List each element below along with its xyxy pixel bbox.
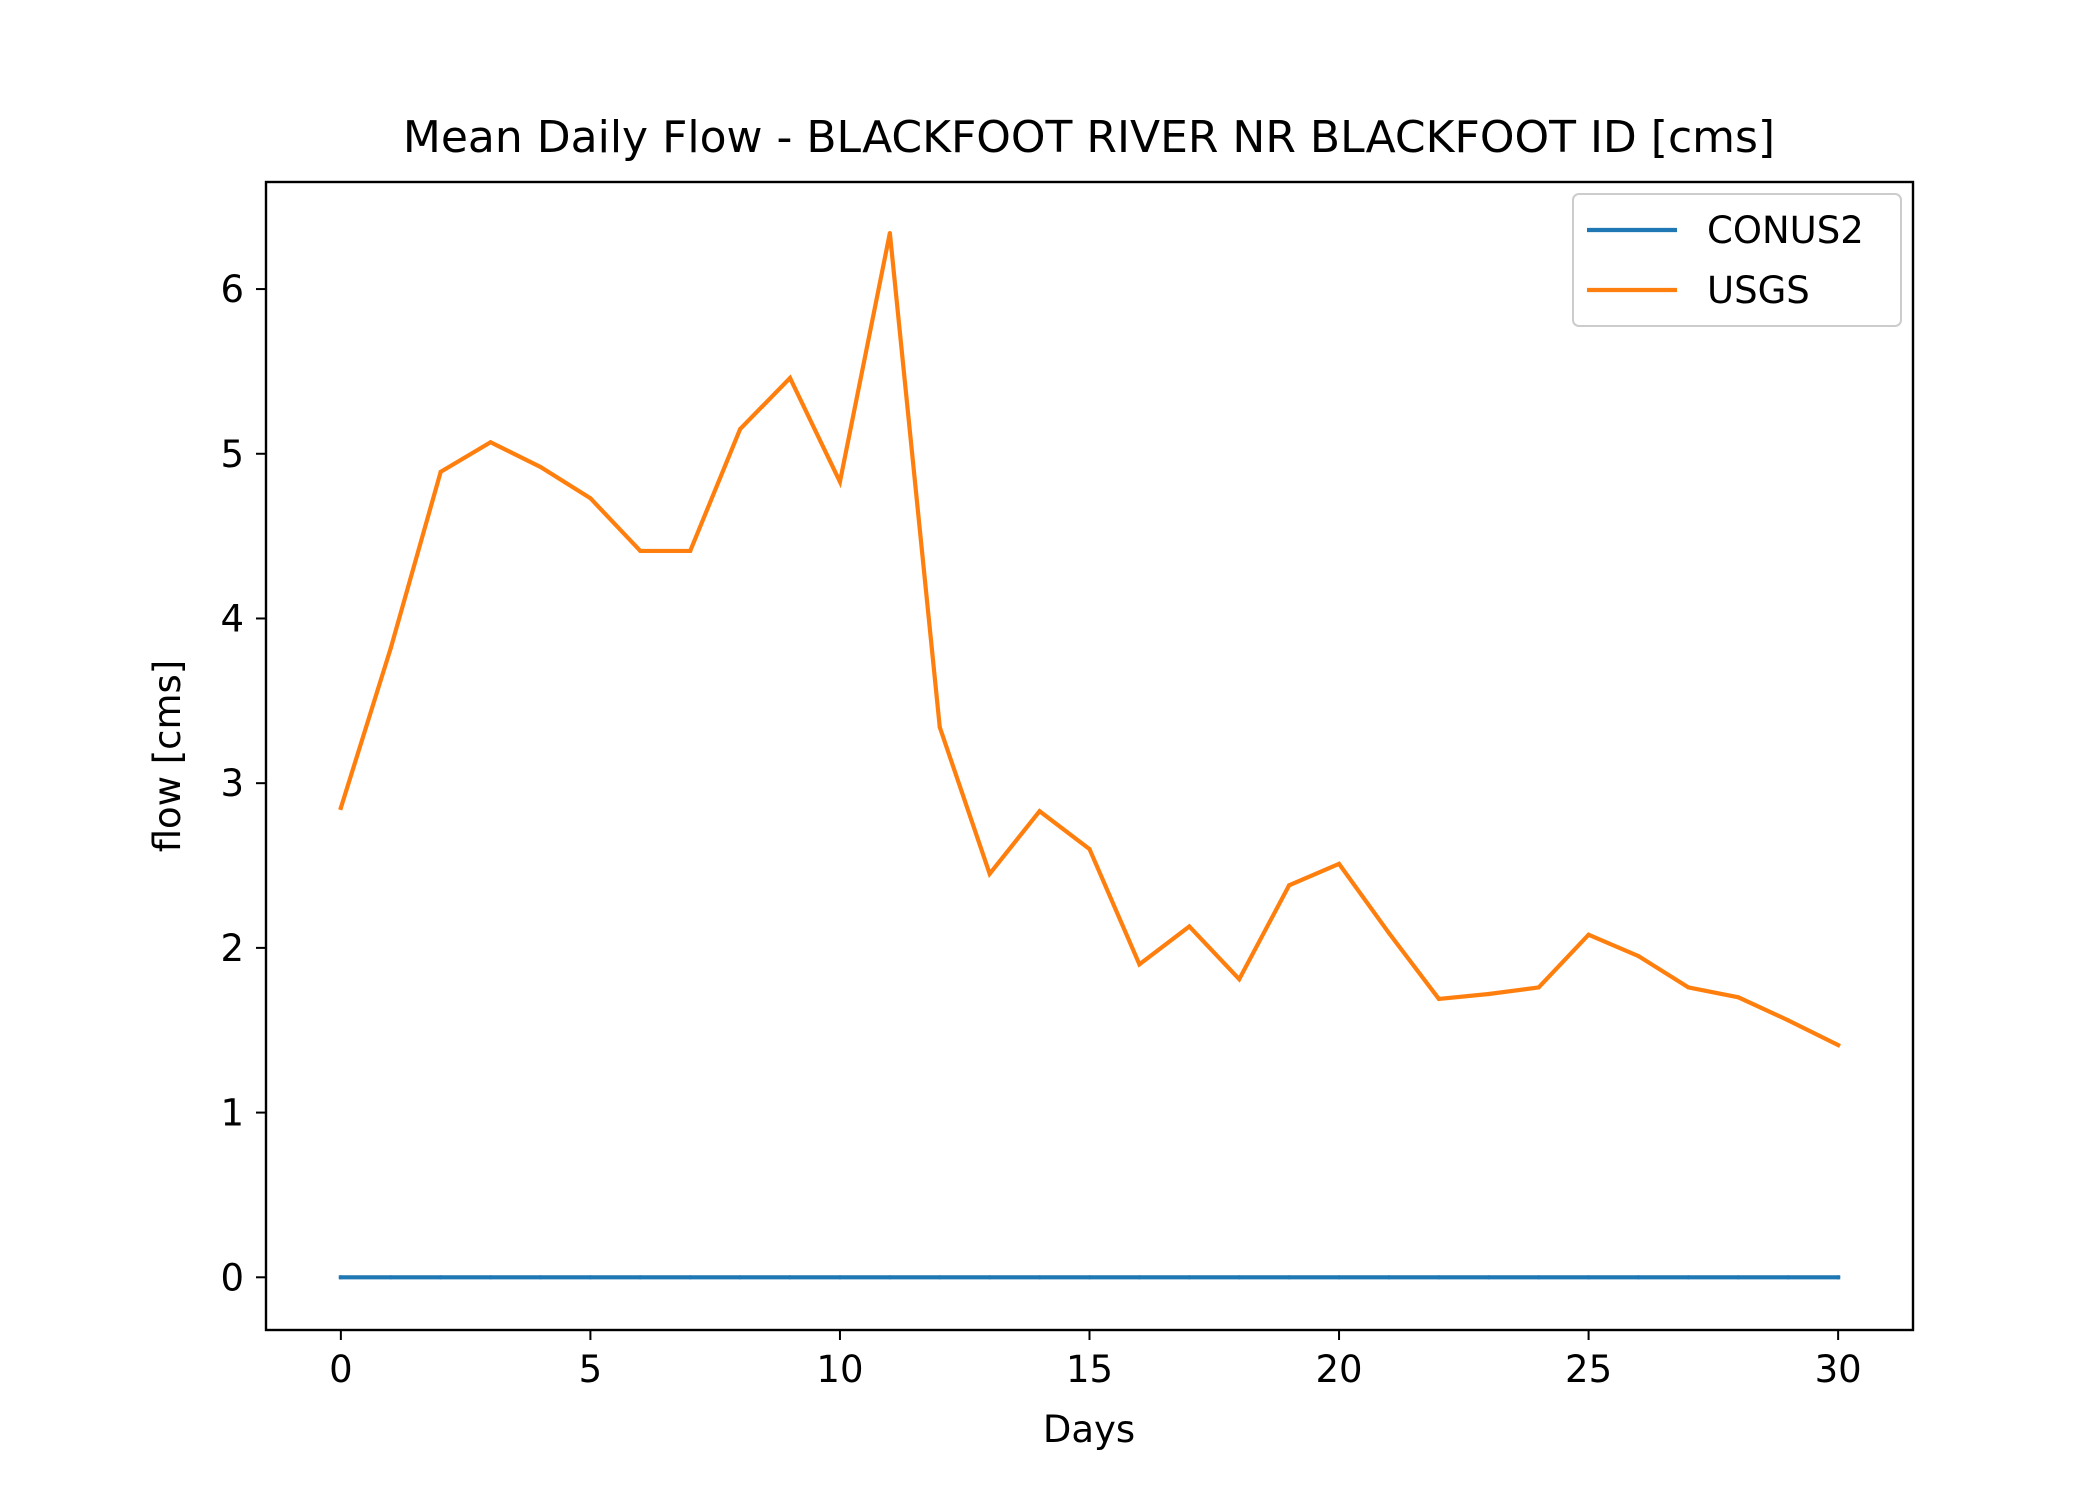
data-point-usgs xyxy=(1137,962,1142,967)
data-point-conus2 xyxy=(1237,1275,1242,1280)
data-point-conus2 xyxy=(438,1275,443,1280)
data-point-usgs xyxy=(1836,1042,1841,1048)
data-point-usgs xyxy=(1037,809,1042,814)
data-point-usgs xyxy=(1287,883,1292,888)
data-point-conus2 xyxy=(937,1275,942,1280)
x-tick-label: 30 xyxy=(1815,1348,1862,1391)
data-point-usgs xyxy=(1736,995,1741,1000)
data-point-conus2 xyxy=(1836,1275,1841,1280)
data-point-conus2 xyxy=(488,1275,493,1280)
data-point-conus2 xyxy=(1586,1275,1591,1280)
legend: CONUS2 USGS xyxy=(1572,193,1902,327)
data-point-conus2 xyxy=(1037,1275,1042,1280)
data-point-conus2 xyxy=(538,1275,543,1280)
data-point-conus2 xyxy=(1436,1275,1441,1280)
x-tick-label: 10 xyxy=(816,1348,863,1391)
data-point-conus2 xyxy=(1636,1275,1641,1280)
data-point-usgs xyxy=(837,479,843,484)
data-point-usgs xyxy=(638,548,643,554)
data-point-conus2 xyxy=(1386,1275,1392,1280)
axis-ticks: 0 5 10 15 20 25 30 0 1 2 3 4 5 6 xyxy=(220,268,1861,1391)
y-tick-label: 6 xyxy=(220,268,244,311)
y-axis-label: flow [cms] xyxy=(146,660,189,853)
data-point-conus2 xyxy=(887,1275,892,1280)
data-point-usgs xyxy=(538,464,543,470)
data-point-conus2 xyxy=(1736,1275,1741,1280)
x-tick-label: 5 xyxy=(579,1348,603,1391)
data-point-usgs xyxy=(1336,861,1342,866)
data-point-usgs xyxy=(1536,985,1541,990)
y-tick-label: 4 xyxy=(220,597,244,640)
chart-title: Mean Daily Flow - BLACKFOOT RIVER NR BLA… xyxy=(403,112,1775,163)
data-point-conus2 xyxy=(688,1275,693,1280)
data-point-usgs xyxy=(388,646,393,651)
x-tick-label: 25 xyxy=(1565,1348,1612,1391)
y-tick-label: 5 xyxy=(220,433,244,476)
data-point-conus2 xyxy=(987,1275,992,1280)
data-point-usgs xyxy=(1386,930,1392,936)
legend-box xyxy=(1572,193,1902,327)
x-axis-label: Days xyxy=(1043,1408,1135,1451)
x-tick-label: 15 xyxy=(1066,1348,1113,1391)
y-tick-label: 2 xyxy=(220,927,244,970)
data-point-conus2 xyxy=(1536,1275,1541,1280)
data-point-usgs xyxy=(488,440,493,445)
data-point-conus2 xyxy=(1336,1275,1342,1280)
data-point-conus2 xyxy=(638,1275,643,1280)
data-point-conus2 xyxy=(338,1275,343,1280)
data-point-usgs xyxy=(1636,954,1641,959)
data-point-usgs xyxy=(1586,932,1591,937)
data-point-conus2 xyxy=(388,1275,393,1280)
data-point-usgs xyxy=(1436,996,1441,1002)
data-point-usgs xyxy=(588,496,593,501)
data-point-usgs xyxy=(1486,991,1491,997)
x-tick-label: 20 xyxy=(1315,1348,1362,1391)
data-point-usgs xyxy=(1237,977,1242,982)
data-point-usgs xyxy=(338,805,343,810)
data-point-usgs xyxy=(688,548,693,554)
data-point-usgs xyxy=(887,230,892,236)
y-tick-label: 1 xyxy=(220,1092,244,1135)
data-point-conus2 xyxy=(1187,1275,1192,1280)
data-point-conus2 xyxy=(1486,1275,1491,1280)
data-point-conus2 xyxy=(1137,1275,1142,1280)
data-point-usgs xyxy=(738,426,743,432)
data-point-usgs xyxy=(1087,846,1092,852)
data-point-usgs xyxy=(1786,1018,1791,1023)
data-point-conus2 xyxy=(837,1275,843,1280)
data-point-conus2 xyxy=(1686,1275,1691,1280)
legend-label-conus2: CONUS2 xyxy=(1707,209,1864,252)
data-point-usgs xyxy=(937,725,942,730)
legend-label-usgs: USGS xyxy=(1707,269,1810,312)
y-tick-label: 3 xyxy=(220,762,244,805)
data-point-conus2 xyxy=(787,1275,793,1280)
data-point-conus2 xyxy=(1087,1275,1092,1280)
data-point-conus2 xyxy=(1786,1275,1791,1280)
plot-area xyxy=(338,230,1841,1280)
data-point-usgs xyxy=(987,871,992,876)
data-point-usgs xyxy=(438,469,443,474)
data-point-usgs xyxy=(787,375,793,381)
data-point-conus2 xyxy=(1287,1275,1292,1280)
data-point-conus2 xyxy=(738,1275,743,1280)
x-tick-label: 0 xyxy=(329,1348,353,1391)
data-point-usgs xyxy=(1686,985,1691,990)
y-tick-label: 0 xyxy=(220,1256,244,1299)
data-point-usgs xyxy=(1187,924,1192,929)
data-point-conus2 xyxy=(588,1275,593,1280)
